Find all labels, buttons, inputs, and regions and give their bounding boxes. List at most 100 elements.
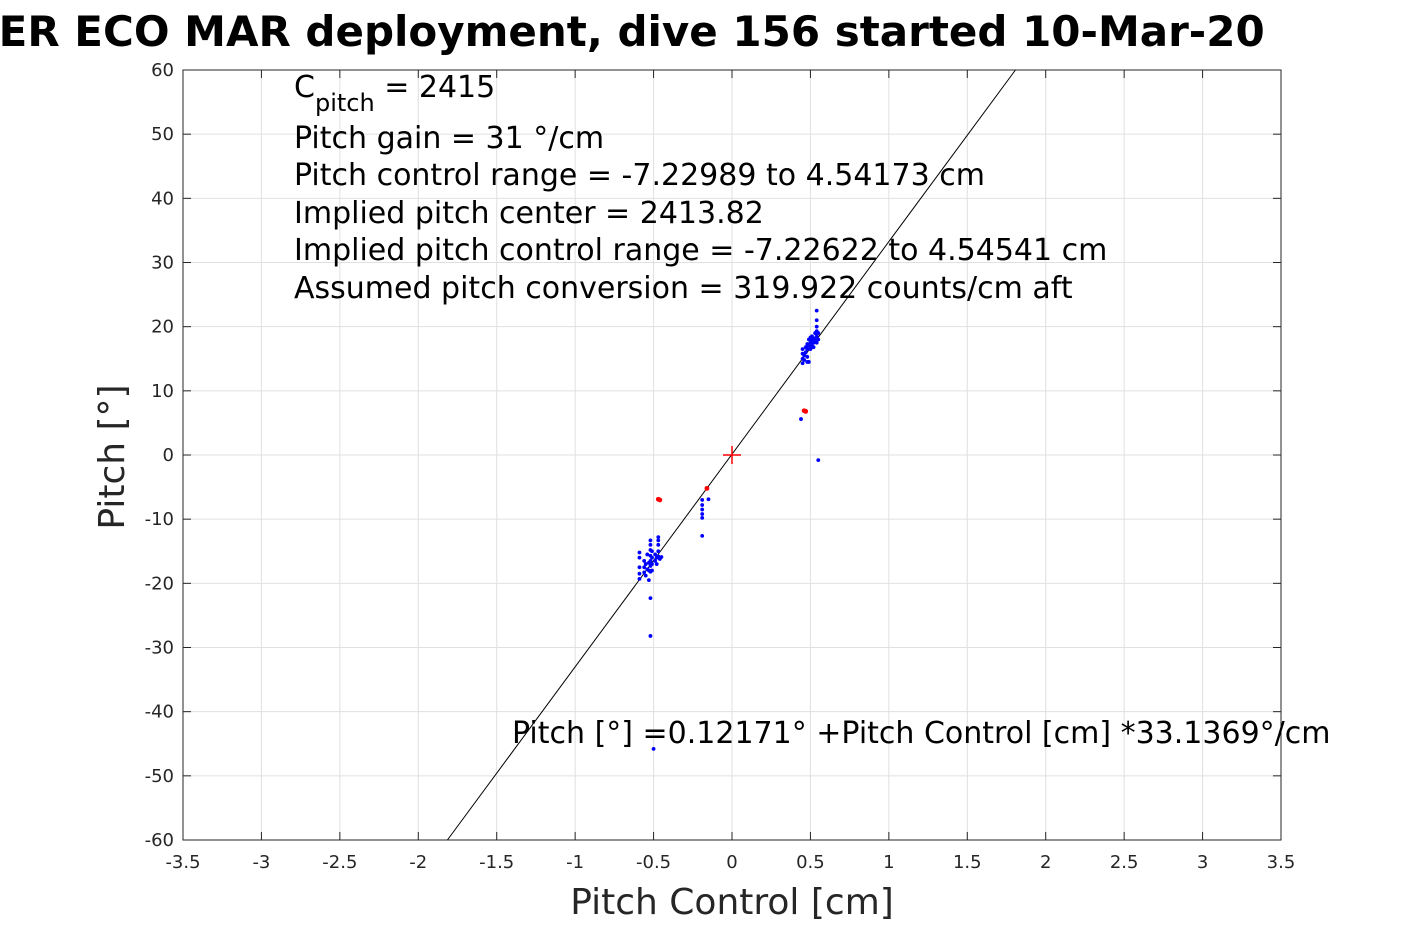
center-marker-layer [723, 446, 741, 464]
blue-data-point [813, 337, 818, 342]
blue-data-point [814, 334, 819, 339]
tick-labels: -3.5 -3 -2.5 -2 -1.5 -1 -0.5 0 0.5 1 1.5 2 2.5 3 3.5 -6… [145, 60, 1296, 873]
blue-data-point [808, 347, 813, 352]
blue-data-point [816, 337, 821, 342]
blue-data-point [806, 344, 811, 348]
x-tick-label: 1.5 [953, 852, 982, 873]
x-tick-label: 3 [1197, 852, 1208, 873]
annotation-line-gain: Pitch gain = 31 °/cm [294, 121, 604, 156]
x-tick-label: -1.5 [479, 852, 514, 873]
red-data-point [704, 485, 710, 491]
y-tick-label: -60 [145, 830, 174, 851]
blue-data-point [706, 497, 711, 502]
chart-title-text: TER ECO MAR deployment, dive 156 started… [0, 7, 1265, 56]
blue-data-point [643, 562, 648, 566]
blue-data-point [648, 558, 653, 563]
x-tick-label: 0.5 [796, 852, 825, 873]
blue-data-point [650, 555, 654, 560]
blue-data-point [802, 358, 807, 362]
blue-data-point [811, 345, 816, 350]
annotations: Cpitch = 2415 Pitch gain = 31 °/cm Pitch… [294, 70, 1330, 751]
blue-data-point [806, 360, 811, 364]
blue-data-point [642, 558, 647, 563]
x-tick-label: 2 [1040, 852, 1051, 873]
blue-data-point [645, 552, 650, 557]
annotation-line-implied-range: Implied pitch control range = -7.22622 t… [294, 233, 1107, 268]
y-tick-label: 40 [151, 188, 174, 209]
x-axis-label: Pitch Control [cm] [570, 882, 894, 923]
blue-data-point [700, 515, 705, 520]
y-tick-label: -40 [145, 702, 174, 723]
fit-equation-annotation: Pitch [°] =0.12171° +Pitch Control [cm] … [512, 716, 1330, 751]
y-tick-label: 10 [151, 381, 174, 402]
blue-data-point [648, 538, 653, 543]
blue-data-point [800, 347, 805, 352]
blue-data-point [654, 562, 659, 566]
blue-data-point [637, 571, 642, 576]
x-tick-label: 0 [726, 852, 737, 873]
blue-data-point [656, 549, 661, 554]
blue-data-point [643, 573, 648, 578]
y-tick-label: 50 [151, 124, 174, 145]
blue-data-point [656, 535, 661, 540]
blue-data-point [637, 550, 642, 555]
blue-data-point [814, 318, 819, 323]
blue-data-point [800, 361, 805, 366]
blue-data-point [802, 353, 807, 358]
data-points [637, 308, 821, 751]
blue-data-point [700, 498, 705, 502]
y-tick-label: -20 [145, 573, 174, 594]
annotation-line-center: Implied pitch center = 2413.82 [294, 196, 764, 231]
blue-data-point [642, 565, 647, 570]
cpitch-annotation: Cpitch = 2415 [294, 70, 495, 117]
y-tick-label: 30 [151, 253, 174, 274]
y-tick-label: -10 [145, 509, 174, 530]
x-tick-label: -1 [566, 852, 584, 873]
y-tick-label: -30 [145, 638, 174, 659]
red-data-point [655, 496, 661, 502]
blue-data-point [805, 347, 810, 352]
annotation-line-range: Pitch control range = -7.22989 to 4.5417… [294, 158, 985, 193]
blue-data-point [650, 549, 654, 554]
blue-data-point [648, 634, 653, 638]
cpitch-value: = 2415 [375, 70, 496, 105]
blue-data-point [805, 354, 810, 359]
blue-data-point [653, 552, 658, 557]
y-tick-label: 20 [151, 317, 174, 338]
chart-title: TER ECO MAR deployment, dive 156 started… [0, 4, 1417, 60]
x-tick-label: 2.5 [1110, 852, 1139, 873]
blue-data-point [700, 503, 705, 507]
blue-data-point [816, 331, 821, 335]
blue-data-point [656, 538, 661, 543]
blue-data-point [700, 512, 705, 516]
y-axis-label: Pitch [°] [92, 384, 133, 529]
blue-data-point [814, 324, 819, 329]
blue-data-point [659, 555, 664, 559]
x-tick-label: -2.5 [322, 852, 357, 873]
blue-data-point [637, 555, 642, 560]
cpitch-base: C [294, 70, 315, 105]
x-tick-label: 1 [883, 852, 894, 873]
blue-data-point [803, 350, 808, 355]
x-tick-label: -3 [252, 852, 270, 873]
annotation-line-conversion: Assumed pitch conversion = 319.922 count… [294, 271, 1073, 306]
blue-data-point [642, 570, 647, 575]
tick-marks [182, 69, 1282, 841]
blue-data-point [656, 542, 661, 547]
x-tick-label: -3.5 [165, 852, 200, 873]
x-tick-label: -2 [409, 852, 427, 873]
blue-data-point [648, 542, 653, 547]
y-tick-label: 0 [163, 445, 174, 466]
blue-data-point [651, 746, 656, 751]
blue-data-point [653, 558, 658, 563]
y-tick-label: -50 [145, 766, 174, 787]
x-tick-label: -0.5 [636, 852, 671, 873]
y-tick-label: 60 [151, 60, 174, 81]
x-tick-label: 3.5 [1267, 852, 1296, 873]
blue-data-point [700, 507, 705, 512]
blue-data-point [700, 533, 705, 538]
blue-data-point [814, 340, 819, 345]
blue-data-point [650, 568, 654, 573]
blue-data-point [637, 565, 642, 570]
